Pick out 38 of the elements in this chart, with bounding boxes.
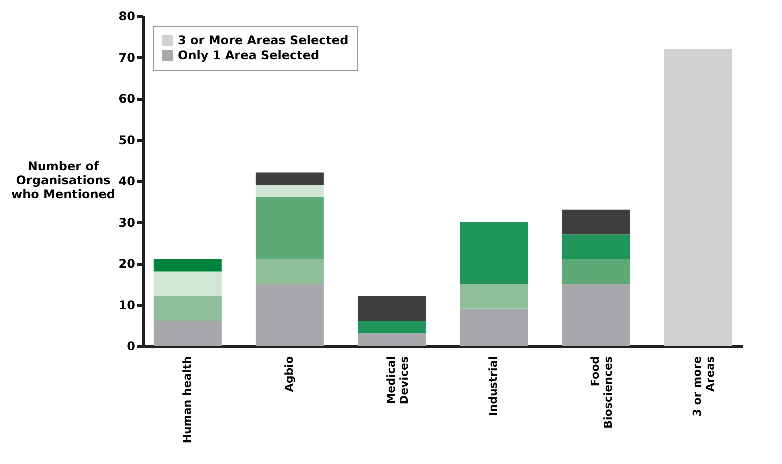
bar [256,185,324,198]
y-tick-label: 20 [118,257,136,271]
bar [460,222,528,284]
bar [256,198,324,260]
y-axis-title: Number of Organisations who Mentioned [11,160,116,202]
bar [562,210,630,235]
y-tick-label: 0 [127,340,136,354]
y-tick-label: 50 [118,133,136,148]
y-tick-label: 30 [118,216,136,230]
bar [256,172,324,186]
legend-label: Only 1 Area Selected [178,48,320,62]
bar [562,259,630,284]
bar [358,296,426,322]
x-tick-label: Food Biosciences [589,356,616,429]
bar [154,296,222,322]
bar [154,272,222,296]
bar [562,284,630,346]
x-tick-label: Medical Devices [384,356,411,405]
legend-label: 3 or More Areas Selected [178,34,349,48]
y-tick-label: 70 [118,50,136,65]
x-tick-label: 3 or more Areas [691,356,718,417]
bar [154,259,222,272]
bar [256,259,324,284]
bar [256,284,324,346]
y-tick-label: 80 [118,10,136,24]
bar [358,321,426,334]
bar [358,334,426,346]
x-tick-label: Agbio [282,356,296,392]
bar [664,49,732,346]
bar [562,234,630,260]
bar [154,321,222,346]
bar [460,308,528,346]
bar [460,284,528,309]
y-tick-label: 10 [118,298,136,312]
x-tick-label: Industrial [487,356,500,416]
y-tick-label: 60 [118,92,136,106]
x-tick-label: Human health [180,356,194,444]
y-tick-label: 40 [118,174,136,188]
